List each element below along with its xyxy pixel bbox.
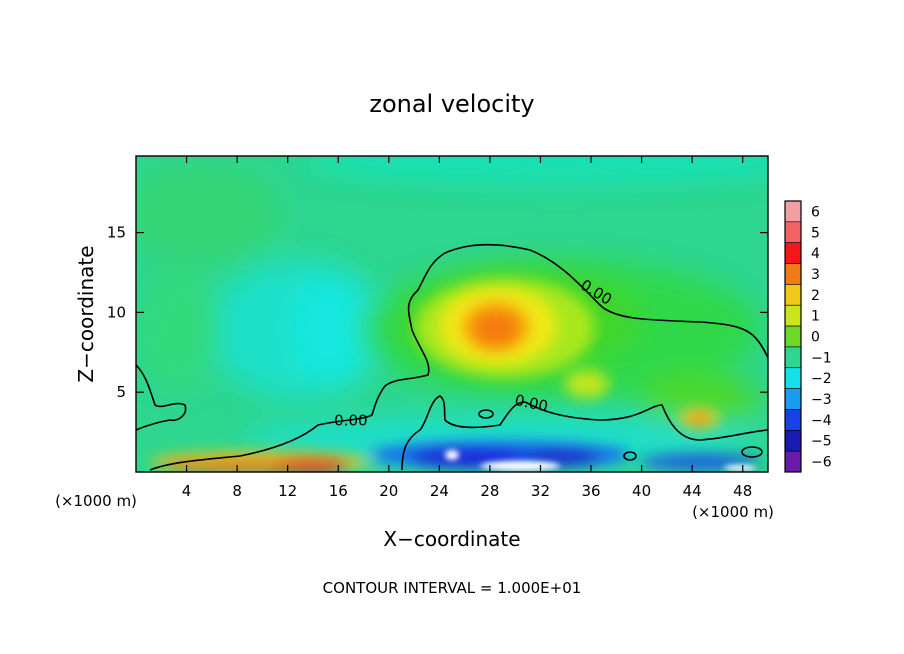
colorbar: 6 5 4 3 2 1 0 −1 −2 −3 −4 −5 −6 (784, 200, 832, 473)
y-tick-label: 15 (107, 224, 126, 242)
x-tick-label: 36 (581, 482, 600, 500)
x-tick-label: 16 (329, 482, 348, 500)
mid-max (565, 370, 609, 398)
colorbar-label: 0 (811, 330, 820, 346)
upper-cyan-band (300, 156, 768, 185)
x-tick-label: 4 (182, 482, 192, 500)
y-axis-label: Z−coordinate (74, 245, 98, 382)
cyan-low-band (240, 418, 760, 462)
white-patch (480, 461, 560, 471)
colorbar-swatch (784, 367, 802, 389)
colorbar-label: 2 (811, 288, 820, 304)
near-surface-max-red (270, 458, 350, 472)
green-left (140, 270, 220, 390)
velocity-field (136, 156, 768, 472)
plot-frame (135, 155, 769, 473)
zero-contour-main (149, 243, 768, 471)
y-tick-label: 10 (107, 303, 126, 321)
colorbar-frame (784, 200, 802, 473)
colorbar-swatch (784, 263, 802, 285)
x-tick-label: 12 (278, 482, 297, 500)
y-axis: 5 10 15 (107, 224, 768, 401)
zero-contour-lower (401, 395, 768, 471)
colorbar-swatch (784, 284, 802, 306)
x-tick-label: 8 (232, 482, 242, 500)
colorbar-swatch (784, 346, 802, 369)
colorbar-label: −2 (811, 371, 832, 387)
near-surface-min (445, 450, 459, 460)
x-axis: 4 8 12 16 20 24 28 32 36 40 44 48 (182, 156, 752, 500)
x-tick-label: 28 (480, 482, 499, 500)
colorbar-swatch (784, 430, 802, 452)
x-tick-label: 20 (379, 482, 398, 500)
chart-title: zonal velocity (369, 90, 534, 118)
x-tick-label: 40 (632, 482, 651, 500)
colorbar-swatch (784, 450, 802, 473)
x-tick-label: 48 (733, 482, 752, 500)
colorbar-label: 3 (811, 267, 820, 283)
colorbar-swatch (784, 200, 802, 223)
colorbar-swatch (784, 409, 802, 431)
colorbar-label: −4 (811, 413, 832, 429)
x-tick-label: 44 (683, 482, 702, 500)
colorbar-swatch (784, 221, 802, 243)
colorbar-label: 4 (811, 246, 820, 262)
white-patch-right (724, 465, 756, 471)
colorbar-swatch (784, 304, 802, 327)
zero-contour-left (136, 364, 187, 431)
colorbar-swatch (784, 388, 802, 410)
colorbar-label: 1 (811, 309, 820, 325)
zero-contour-blob (478, 409, 494, 419)
zero-contours (136, 243, 768, 471)
green-upper-left (136, 165, 280, 265)
x-unit-right: (×1000 m) (692, 503, 774, 521)
footnote: CONTOUR INTERVAL = 1.000E+01 (323, 579, 582, 597)
colorbar-label: 5 (811, 225, 820, 241)
x-axis-label: X−coordinate (383, 527, 520, 551)
x-unit-left: (×1000 m) (55, 492, 137, 510)
cyan-plume (290, 280, 370, 380)
colorbar-label: −3 (811, 392, 832, 408)
colorbar-label: −1 (811, 350, 832, 366)
colorbar-swatch (784, 242, 802, 264)
right-max (688, 413, 710, 425)
colorbar-swatch (784, 325, 802, 348)
upper-max (474, 312, 518, 346)
zero-contour-blob-2 (623, 451, 637, 461)
green-right-lobe (640, 375, 760, 425)
contour-label: 0.00 (334, 412, 367, 430)
colorbar-label: −5 (811, 434, 832, 450)
x-tick-label: 32 (531, 482, 550, 500)
x-tick-label: 24 (430, 482, 449, 500)
zero-contour-blob-3 (741, 446, 763, 458)
colorbar-label: 6 (811, 204, 820, 220)
colorbar-label: −6 (811, 455, 832, 471)
y-tick-label: 5 (116, 383, 126, 401)
